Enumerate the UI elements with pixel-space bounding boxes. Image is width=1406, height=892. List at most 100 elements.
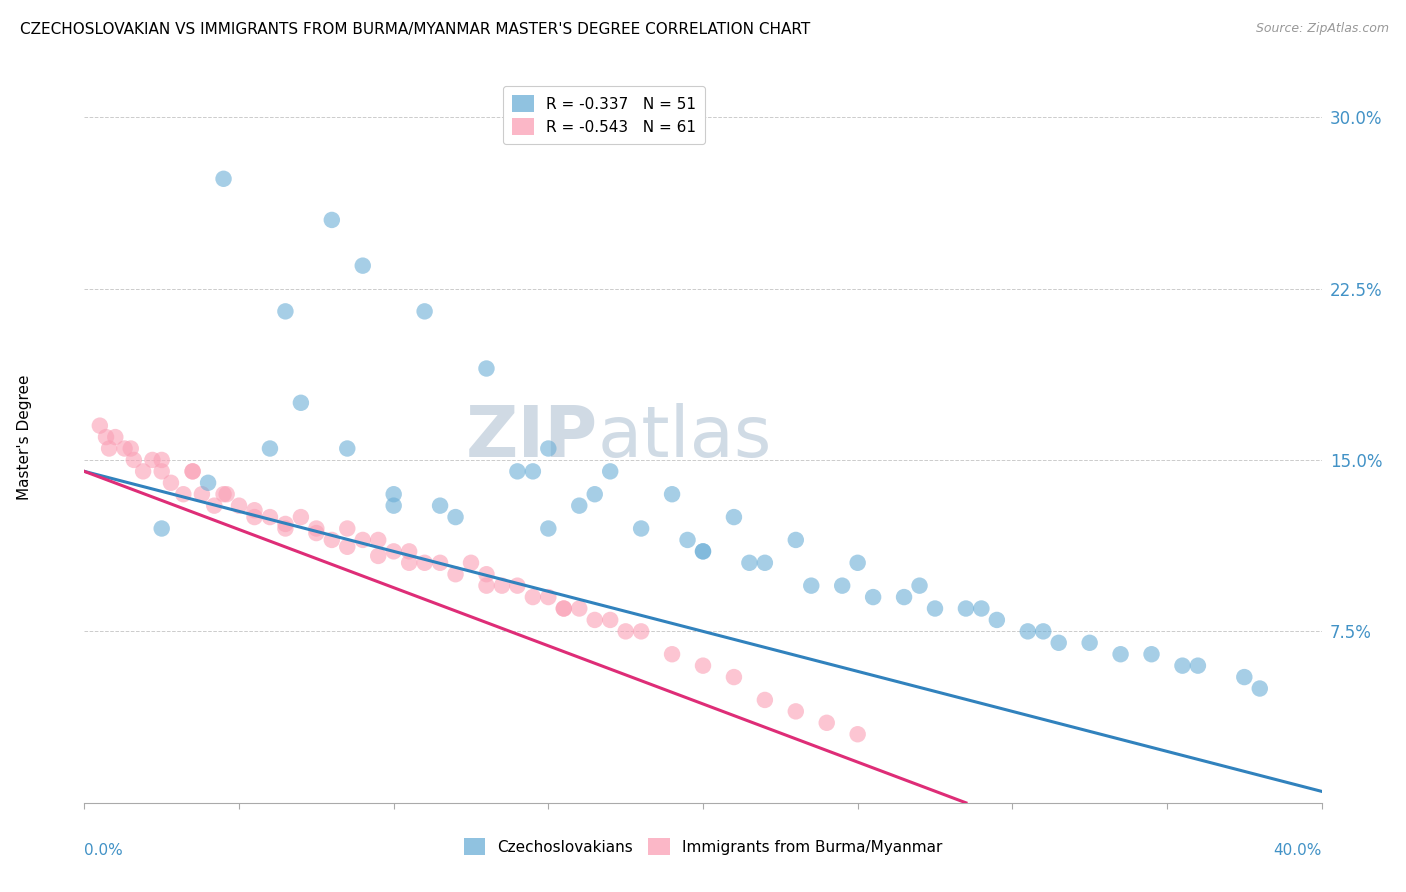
Text: 40.0%: 40.0% [1274,843,1322,858]
Point [1017,624,1039,639]
Point [212,487,235,501]
Point [692,658,714,673]
Point [259,442,281,456]
Point [191,487,214,501]
Point [367,533,389,547]
Point [537,442,560,456]
Point [382,487,405,501]
Point [429,556,451,570]
Point [970,601,993,615]
Point [738,556,761,570]
Point [599,613,621,627]
Point [583,487,606,501]
Point [290,396,312,410]
Legend: Czechoslovakians, Immigrants from Burma/Myanmar: Czechoslovakians, Immigrants from Burma/… [457,832,949,861]
Point [1187,658,1209,673]
Point [785,533,807,547]
Point [630,521,652,535]
Point [259,510,281,524]
Point [506,464,529,478]
Point [150,464,173,478]
Point [506,579,529,593]
Point [800,579,823,593]
Point [568,499,591,513]
Point [98,442,121,456]
Point [723,510,745,524]
Point [243,510,266,524]
Point [676,533,699,547]
Point [352,259,374,273]
Point [475,361,498,376]
Point [160,475,183,490]
Point [537,590,560,604]
Point [150,521,173,535]
Point [661,647,683,661]
Point [815,715,838,730]
Point [599,464,621,478]
Point [692,544,714,558]
Point [367,549,389,563]
Point [614,624,637,639]
Point [754,693,776,707]
Point [846,556,869,570]
Point [583,613,606,627]
Point [1140,647,1163,661]
Point [150,453,173,467]
Point [924,601,946,615]
Point [893,590,915,604]
Point [661,487,683,501]
Point [444,510,467,524]
Point [692,544,714,558]
Point [181,464,204,478]
Point [132,464,155,478]
Point [460,556,482,570]
Point [290,510,312,524]
Point [553,601,575,615]
Point [120,442,142,456]
Point [1249,681,1271,696]
Point [274,304,297,318]
Point [215,487,238,501]
Point [382,499,405,513]
Point [228,499,250,513]
Point [568,601,591,615]
Point [352,533,374,547]
Point [1047,636,1070,650]
Point [475,567,498,582]
Point [429,499,451,513]
Point [553,601,575,615]
Point [398,556,420,570]
Text: ZIP: ZIP [465,402,598,472]
Point [114,442,136,456]
Point [382,544,405,558]
Point [754,556,776,570]
Text: Master's Degree: Master's Degree [17,375,32,500]
Point [94,430,117,444]
Point [491,579,513,593]
Point [986,613,1008,627]
Point [537,521,560,535]
Point [305,526,328,541]
Point [444,567,467,582]
Text: atlas: atlas [598,402,772,472]
Point [862,590,884,604]
Point [413,556,436,570]
Point [274,516,297,531]
Point [274,521,297,535]
Point [1109,647,1132,661]
Point [630,624,652,639]
Point [181,464,204,478]
Point [522,590,544,604]
Point [305,521,328,535]
Point [141,453,163,467]
Point [321,533,343,547]
Point [908,579,931,593]
Point [197,475,219,490]
Point [336,521,359,535]
Point [336,540,359,554]
Point [89,418,111,433]
Point [398,544,420,558]
Point [172,487,194,501]
Point [336,442,359,456]
Point [785,705,807,719]
